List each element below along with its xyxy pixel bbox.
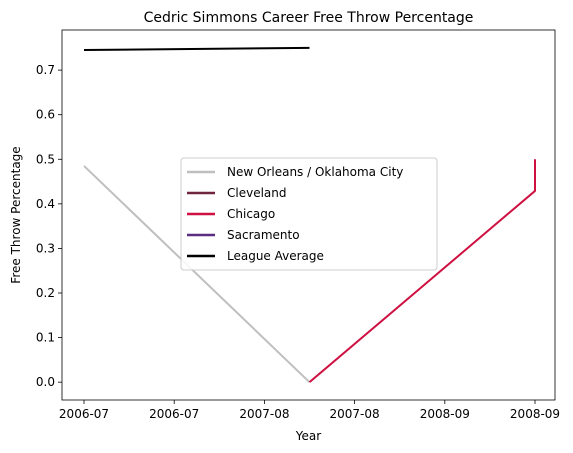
x-tick-label: 2008-09 [510, 407, 560, 421]
series-line-new-orleans-oklahoma-city [83, 165, 311, 383]
plot-frame [61, 29, 556, 401]
y-tick-label: 0.5 [36, 152, 55, 166]
y-tick-label: 0.2 [36, 286, 55, 300]
legend-label: Chicago [227, 207, 275, 221]
legend-box [180, 157, 438, 271]
series-line-league-average [83, 46, 310, 52]
y-tick-label: 0.7 [36, 63, 55, 77]
series-lines [83, 46, 536, 383]
legend-label: Cleveland [227, 186, 287, 200]
y-axis-title: Free Throw Percentage [9, 146, 23, 283]
x-axis: 2006-07 2006-07 2007-08 2007-08 2008-09 2008-… [59, 400, 560, 421]
legend: New Orleans / Oklahoma City Cleveland Chic… [180, 157, 438, 271]
x-tick-label: 2008-09 [420, 407, 470, 421]
x-axis-title: Year [295, 429, 321, 443]
y-tick-label: 0.6 [36, 108, 55, 122]
series-line-chicago [308, 159, 536, 383]
legend-label: Sacramento [227, 228, 300, 242]
x-tick-label: 2006-07 [59, 407, 109, 421]
y-tick-label: 0.1 [36, 331, 55, 345]
chart-title: Cedric Simmons Career Free Throw Percent… [144, 10, 474, 26]
x-tick-label: 2006-07 [149, 407, 199, 421]
y-tick-label: 0.3 [36, 241, 55, 255]
y-tick-label: 0.0 [36, 375, 55, 389]
legend-label: New Orleans / Oklahoma City [227, 165, 403, 179]
y-axis: 0.0 0.1 0.2 0.3 0.4 0.5 0.6 0.7 [36, 63, 62, 389]
y-tick-label: 0.4 [36, 197, 55, 211]
x-tick-label: 2007-08 [330, 407, 380, 421]
x-tick-label: 2007-08 [239, 407, 289, 421]
legend-label: League Average [227, 249, 324, 263]
